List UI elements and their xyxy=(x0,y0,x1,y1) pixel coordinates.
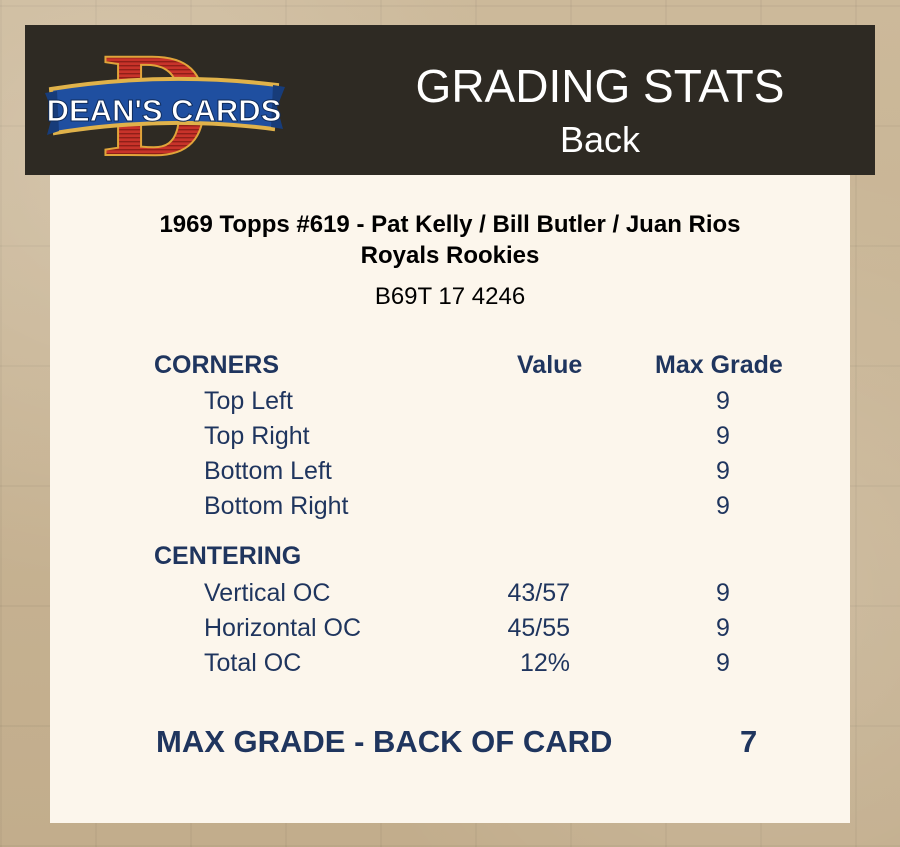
deans-cards-logo: D DEAN'S CARDS xyxy=(45,37,285,165)
corner-label: Bottom Left xyxy=(204,457,332,485)
centering-label: Vertical OC xyxy=(204,579,331,607)
corner-max-grade: 9 xyxy=(716,422,730,450)
stats-panel: 1969 Topps #619 - Pat Kelly / Bill Butle… xyxy=(50,175,850,823)
logo-banner-text: DEAN'S CARDS xyxy=(47,93,282,128)
centering-label: Total OC xyxy=(204,649,302,677)
centering-label: Horizontal OC xyxy=(204,614,361,642)
max-grade-summary-value: 7 xyxy=(740,724,758,759)
corner-max-grade: 9 xyxy=(716,492,730,520)
card-title: 1969 Topps #619 - Pat Kelly / Bill Butle… xyxy=(50,209,850,271)
centering-value-text: 45/55 xyxy=(507,614,570,642)
max-grade-summary-label: MAX GRADE - BACK OF CARD xyxy=(156,724,613,759)
value-column-header: Value xyxy=(517,351,583,379)
centering-max-grade: 9 xyxy=(716,649,730,677)
centering-max-grade: 9 xyxy=(716,579,730,607)
centering-value-text: 43/57 xyxy=(507,579,570,607)
corner-max-grade: 9 xyxy=(716,457,730,485)
header-bar: D DEAN'S CARDS GRADING STATS Back xyxy=(25,25,875,175)
corner-label: Bottom Right xyxy=(204,492,349,520)
page-subtitle: Back xyxy=(559,119,641,160)
max-grade-column-header: Max Grade xyxy=(655,351,783,379)
centering-max-grade: 9 xyxy=(716,614,730,642)
card-title-line2: Royals Rookies xyxy=(360,242,540,269)
page-title: GRADING STATS xyxy=(415,60,785,112)
card-title-line1: 1969 Topps #619 - Pat Kelly / Bill Butle… xyxy=(159,211,741,238)
centering-value-text: 12% xyxy=(519,649,570,677)
corners-heading: CORNERS xyxy=(154,351,280,379)
corner-max-grade: 9 xyxy=(716,387,730,415)
corner-label: Top Right xyxy=(204,422,310,450)
centering-heading: CENTERING xyxy=(154,542,302,570)
corner-label: Top Left xyxy=(204,387,293,415)
cert-number: B69T 17 4246 xyxy=(374,283,526,310)
